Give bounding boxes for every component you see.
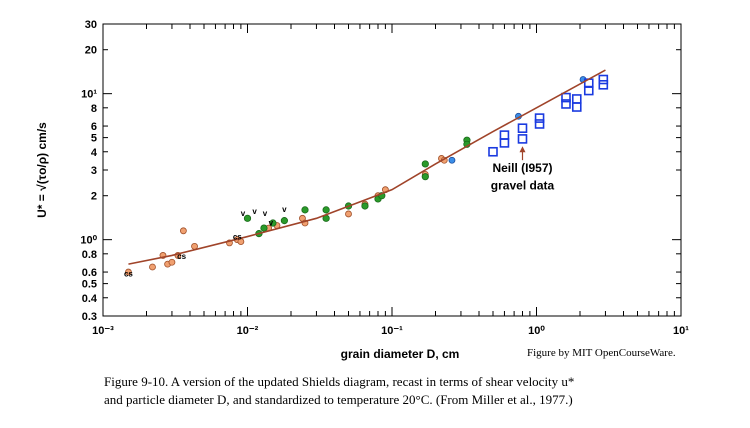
- annotation: cs: [177, 252, 186, 261]
- circle-point: [345, 210, 352, 218]
- y-tick-label: 0.4: [82, 293, 98, 305]
- square-point: [534, 113, 545, 123]
- square-point: [598, 79, 609, 90]
- dot-point: [301, 206, 309, 214]
- square-point: [534, 119, 545, 129]
- x-axis-label: grain diameter D, cm: [341, 347, 460, 361]
- square-point: [517, 134, 528, 144]
- y-tick-label: 0.8: [82, 249, 97, 261]
- annotation: v: [269, 219, 274, 228]
- annotation: v: [241, 209, 246, 218]
- plot-frame: [102, 23, 682, 317]
- dot-point: [280, 217, 288, 225]
- x-tick-label: 10⁻²: [237, 325, 259, 337]
- dot-point: [361, 202, 369, 210]
- square-point: [561, 92, 571, 103]
- y-axis-label: U* = √(τo/ρ) cm/s: [35, 122, 49, 218]
- x-tick-label: 10⁰: [528, 325, 545, 337]
- square-point: [488, 146, 498, 157]
- x-tick-label: 10⁻³: [92, 325, 114, 337]
- y-tick-label: 0.3: [82, 311, 97, 323]
- arrow-head: [519, 146, 526, 153]
- y-tick-label: 20: [85, 45, 97, 57]
- annotation: v: [282, 205, 287, 214]
- circle-point: [448, 156, 456, 164]
- fit-curve: [128, 69, 606, 265]
- y-tick-label: 4: [91, 147, 98, 159]
- annotation: Neill (I957): [492, 161, 552, 175]
- y-tick-label: 5: [91, 133, 97, 145]
- square-point: [499, 138, 510, 148]
- dot-point: [260, 224, 268, 232]
- annotation: v: [263, 209, 268, 218]
- square-point: [571, 94, 582, 104]
- circle-point: [179, 227, 187, 235]
- x-tick-label: 10⁻¹: [381, 325, 403, 337]
- circle-point: [125, 268, 132, 276]
- annotation: cs: [124, 269, 133, 278]
- dot-point: [322, 206, 330, 214]
- caption-line: Figure 9-10. A version of the updated Sh…: [104, 374, 574, 389]
- dot-point: [269, 219, 277, 227]
- credit: Figure by MIT OpenCourseWare.: [527, 347, 676, 359]
- square-point: [598, 74, 609, 85]
- y-tick-label: 8: [91, 103, 97, 115]
- y-tick-label: 6: [91, 121, 97, 133]
- dot-point: [421, 160, 429, 168]
- y-tick-label: 0.6: [82, 267, 97, 279]
- caption-line: and particle diameter D, and standardize…: [104, 392, 573, 407]
- y-tick-label: 2: [91, 191, 97, 203]
- y-tick-label: 0.5: [82, 279, 97, 291]
- square-point: [571, 102, 582, 112]
- annotation: cs: [233, 233, 242, 242]
- annotation: v: [252, 207, 257, 216]
- x-tick-label: 10¹: [673, 325, 689, 337]
- square-point: [561, 99, 571, 109]
- dot-point: [421, 173, 429, 181]
- y-tick-label: 10⁰: [80, 235, 97, 247]
- square-point: [517, 123, 528, 133]
- y-tick-label: 3: [91, 165, 97, 177]
- circle-point: [168, 258, 176, 266]
- dot-point: [243, 214, 252, 222]
- circle-point: [149, 263, 156, 271]
- square-point: [499, 130, 510, 140]
- annotation: gravel data: [491, 179, 555, 193]
- y-tick-label: 10¹: [81, 89, 97, 101]
- y-tick-label: 30: [85, 19, 97, 31]
